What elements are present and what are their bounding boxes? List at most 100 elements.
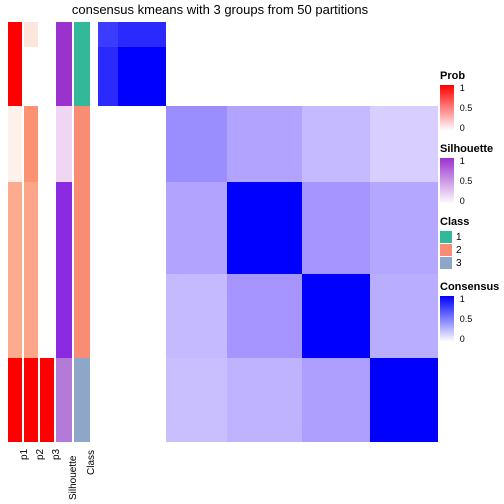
legend-class-items: 1 2 3 (440, 231, 498, 269)
heatmap-cell (302, 274, 370, 358)
legend-swatch (440, 257, 452, 269)
track-cell (56, 106, 72, 182)
heatmap-cell (166, 182, 227, 274)
heatmap-cell (302, 47, 370, 106)
track-cell (56, 182, 72, 274)
track-cell (40, 22, 54, 47)
page-title: consensus kmeans with 3 groups from 50 p… (0, 2, 440, 17)
legend-swatch (440, 231, 452, 243)
track-cell (24, 358, 38, 442)
heatmap-row (98, 274, 438, 358)
legend-tick: 1 (460, 83, 465, 93)
legend-swatch (440, 244, 452, 256)
track-cell (8, 274, 22, 358)
track-cell (24, 47, 38, 106)
heatmap-cell (370, 358, 438, 442)
heatmap-cell (98, 106, 118, 182)
heatmap-cell (98, 47, 118, 106)
heatmap-cell (302, 106, 370, 182)
heatmap-row (98, 358, 438, 442)
legend-prob: Prob 10.50 (440, 70, 498, 131)
consensus-plot (8, 22, 438, 442)
heatmap-row (98, 47, 438, 106)
heatmap-cell (370, 47, 438, 106)
track-cell (40, 274, 54, 358)
track-p3 (40, 22, 54, 442)
track-cell (24, 22, 38, 47)
heatmap-row (98, 22, 438, 47)
legend-tick: 0.5 (460, 103, 473, 113)
legend-silhouette-title: Silhouette (440, 143, 498, 155)
legend-consensus-title: Consensus (440, 281, 498, 293)
track-cell (24, 274, 38, 358)
heatmap-cell (227, 182, 302, 274)
heatmap-cell (166, 274, 227, 358)
legend-consensus-ticks: 10.50 (460, 296, 486, 342)
track-Silhouette (56, 22, 72, 442)
track-cell (40, 106, 54, 182)
heatmap-cell (166, 22, 227, 47)
track-cell (56, 274, 72, 358)
legend-tick: 1 (460, 156, 465, 166)
track-p1 (8, 22, 22, 442)
track-cell (74, 22, 90, 47)
consensus-heatmap (98, 22, 438, 442)
legend-tick: 0 (460, 334, 465, 344)
legend-tick: 1 (460, 294, 465, 304)
legend-silhouette: Silhouette 10.50 (440, 143, 498, 204)
heatmap-cell (302, 182, 370, 274)
track-cell (40, 47, 54, 106)
track-cell (8, 182, 22, 274)
heatmap-cell (118, 274, 166, 358)
heatmap-row (98, 106, 438, 182)
track-cell (8, 106, 22, 182)
heatmap-cell (98, 358, 118, 442)
track-p2 (24, 22, 38, 442)
heatmap-cell (98, 182, 118, 274)
legend-prob-gradient (440, 85, 454, 131)
heatmap-cell (227, 106, 302, 182)
legend-class: Class 123 (440, 216, 498, 269)
heatmap-cell (227, 358, 302, 442)
legend-prob-title: Prob (440, 70, 498, 82)
heatmap-cell (166, 47, 227, 106)
axis-label-p3: p3 (51, 449, 62, 460)
heatmap-cell (118, 22, 166, 47)
legend-consensus-gradient (440, 296, 454, 342)
track-cell (56, 22, 72, 47)
heatmap-cell (166, 358, 227, 442)
track-cell (74, 106, 90, 182)
track-cell (74, 47, 90, 106)
legend-class-item: 2 (440, 244, 498, 256)
heatmap-cell (370, 106, 438, 182)
heatmap-cell (227, 22, 302, 47)
legend-prob-ticks: 10.50 (460, 85, 486, 131)
heatmap-cell (302, 22, 370, 47)
heatmap-cell (118, 47, 166, 106)
axis-label-Class: Class (86, 450, 97, 475)
legend-consensus: Consensus 10.50 (440, 281, 498, 342)
track-cell (74, 358, 90, 442)
legend-silhouette-gradient (440, 158, 454, 204)
track-Class (74, 22, 90, 442)
heatmap-cell (166, 106, 227, 182)
legends: Prob 10.50 Silhouette 10.50 Class 123 Co… (440, 70, 498, 354)
heatmap-cell (302, 358, 370, 442)
legend-label: 3 (456, 258, 462, 269)
legend-label: 2 (456, 245, 462, 256)
heatmap-cell (370, 182, 438, 274)
heatmap-cell (98, 22, 118, 47)
heatmap-cell (118, 358, 166, 442)
heatmap-cell (118, 106, 166, 182)
track-cell (8, 22, 22, 47)
heatmap-cell (370, 22, 438, 47)
annotation-tracks (8, 22, 90, 442)
track-cell (8, 358, 22, 442)
legend-class-item: 3 (440, 257, 498, 269)
axis-label-Silhouette: Silhouette (68, 456, 79, 500)
heatmap-cell (227, 47, 302, 106)
track-cell (8, 47, 22, 106)
heatmap-cell (370, 274, 438, 358)
legend-label: 1 (456, 232, 462, 243)
axis-label-p1: p1 (19, 449, 30, 460)
